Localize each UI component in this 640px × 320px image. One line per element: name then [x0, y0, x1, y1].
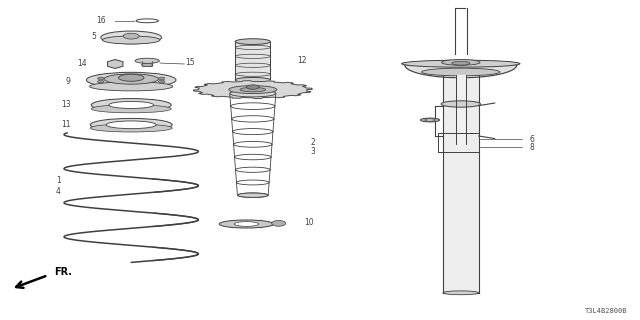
Ellipse shape: [86, 72, 176, 88]
Ellipse shape: [97, 80, 104, 83]
Text: 2: 2: [310, 138, 315, 147]
Ellipse shape: [91, 105, 172, 113]
Ellipse shape: [90, 118, 172, 131]
Ellipse shape: [118, 74, 144, 81]
Ellipse shape: [442, 60, 480, 65]
Ellipse shape: [236, 77, 271, 83]
Text: T3L4B2800B: T3L4B2800B: [585, 308, 627, 314]
Bar: [236, 42, 270, 80]
Ellipse shape: [90, 124, 172, 132]
Ellipse shape: [104, 74, 158, 84]
Text: 16: 16: [96, 16, 106, 25]
Ellipse shape: [246, 85, 259, 89]
Ellipse shape: [402, 60, 520, 67]
Ellipse shape: [141, 63, 153, 67]
Ellipse shape: [422, 68, 500, 76]
Text: 8: 8: [530, 143, 534, 152]
Ellipse shape: [452, 61, 470, 65]
Text: 9: 9: [65, 77, 70, 86]
Ellipse shape: [135, 58, 159, 63]
Text: 3: 3: [310, 148, 316, 156]
Polygon shape: [404, 65, 517, 78]
Ellipse shape: [441, 101, 481, 107]
Ellipse shape: [159, 77, 165, 80]
Polygon shape: [456, 75, 466, 144]
Ellipse shape: [272, 220, 286, 226]
Text: 13: 13: [61, 100, 70, 109]
Ellipse shape: [443, 291, 479, 295]
Ellipse shape: [425, 119, 435, 121]
Text: 1: 1: [56, 176, 61, 185]
Text: 10: 10: [304, 218, 314, 227]
Text: 4: 4: [56, 188, 61, 196]
Ellipse shape: [234, 222, 259, 226]
Ellipse shape: [109, 101, 154, 108]
Ellipse shape: [100, 31, 161, 44]
Ellipse shape: [229, 86, 277, 93]
Text: 15: 15: [186, 58, 195, 67]
Text: 5: 5: [91, 32, 96, 41]
Text: 11: 11: [61, 120, 70, 129]
Text: 14: 14: [77, 60, 86, 68]
Ellipse shape: [219, 220, 274, 228]
Ellipse shape: [236, 39, 271, 44]
Ellipse shape: [237, 193, 268, 197]
Ellipse shape: [240, 87, 266, 92]
Ellipse shape: [123, 33, 140, 39]
Ellipse shape: [420, 118, 440, 122]
Ellipse shape: [159, 80, 165, 83]
Ellipse shape: [91, 99, 172, 111]
Polygon shape: [193, 81, 312, 99]
Ellipse shape: [102, 36, 160, 44]
Bar: [443, 75, 479, 293]
Text: 6: 6: [530, 135, 535, 144]
Ellipse shape: [90, 82, 173, 91]
Text: 12: 12: [298, 56, 307, 65]
Ellipse shape: [106, 121, 156, 129]
Ellipse shape: [97, 77, 104, 80]
Text: FR.: FR.: [54, 267, 72, 277]
